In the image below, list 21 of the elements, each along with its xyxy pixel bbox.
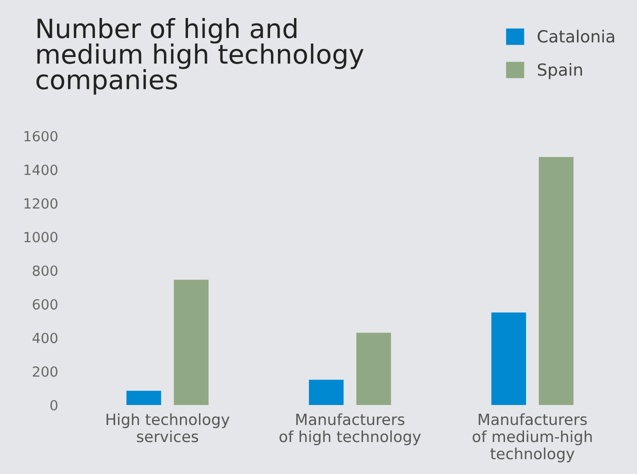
bar xyxy=(491,312,526,405)
legend-label: Catalonia xyxy=(538,30,614,43)
y-tick-label: 1000 xyxy=(24,232,58,242)
bar xyxy=(356,332,392,405)
y-tick-label: 200 xyxy=(32,366,58,377)
bar xyxy=(538,157,574,405)
y-tick-label: 400 xyxy=(32,332,58,344)
bar xyxy=(174,280,209,405)
x-tick-label: Manufacturers of medium-high technology xyxy=(472,413,592,462)
y-tick-label: 1200 xyxy=(24,198,58,209)
chart-title: Number of high and medium high technology companies xyxy=(36,18,364,95)
legend-label: Spain xyxy=(538,63,582,80)
x-tick-label: Manufacturers of high technology xyxy=(280,413,421,446)
bar xyxy=(126,390,162,405)
y-tick-label: 1600 xyxy=(24,130,58,142)
x-tick-label: High technology services xyxy=(106,413,230,442)
y-tick-label: 600 xyxy=(32,299,58,310)
y-tick-label: 800 xyxy=(32,265,58,276)
y-tick-label: 1400 xyxy=(24,164,58,176)
bar xyxy=(308,380,344,405)
y-tick-label: 0 xyxy=(50,400,58,410)
